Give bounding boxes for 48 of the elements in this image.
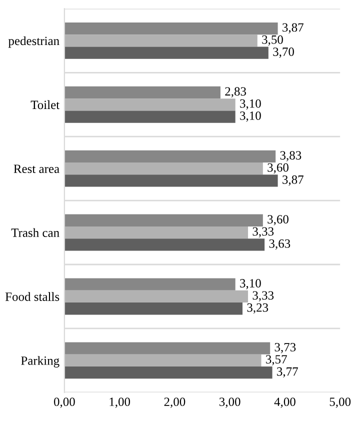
data-label: 3,83 bbox=[280, 151, 302, 162]
data-label: 3,57 bbox=[266, 355, 287, 366]
x-tick-label: 5,00 bbox=[330, 398, 351, 408]
y-tick-label: Parking bbox=[21, 356, 60, 368]
data-label: 3,77 bbox=[277, 367, 298, 378]
bar bbox=[64, 98, 236, 111]
bar bbox=[64, 174, 278, 187]
x-tick-label: 0,00 bbox=[54, 398, 75, 408]
bar bbox=[64, 162, 263, 175]
data-label: 3,10 bbox=[240, 99, 261, 110]
bar bbox=[64, 342, 270, 354]
x-tick-label: 1,00 bbox=[110, 398, 130, 408]
data-label: 3,70 bbox=[273, 48, 294, 58]
bar bbox=[64, 150, 276, 163]
bar bbox=[64, 110, 236, 123]
bar bbox=[64, 22, 278, 35]
data-label: 3,73 bbox=[274, 343, 296, 354]
bar bbox=[64, 86, 220, 99]
bar bbox=[64, 290, 248, 303]
bar bbox=[64, 302, 243, 315]
data-label: 3,50 bbox=[262, 35, 283, 46]
bar bbox=[64, 214, 263, 226]
y-tick-label: Toilet bbox=[30, 100, 60, 110]
bar bbox=[64, 278, 236, 290]
data-label: 3,33 bbox=[252, 291, 274, 302]
data-label: 3,23 bbox=[247, 303, 268, 314]
x-tick-label: 4,00 bbox=[274, 398, 296, 408]
bar bbox=[64, 46, 268, 59]
data-label: 3,87 bbox=[282, 175, 304, 186]
x-tick-label: 2,00 bbox=[164, 398, 186, 408]
y-tick-label: Food stalls bbox=[5, 292, 60, 301]
bar bbox=[64, 238, 265, 251]
y-tick-label: Rest area bbox=[14, 164, 60, 174]
data-label: 3,10 bbox=[240, 111, 261, 122]
x-tick-label: 3,00 bbox=[219, 398, 240, 408]
data-label: 3,87 bbox=[282, 23, 304, 34]
bar bbox=[64, 34, 258, 47]
y-tick-label: Trash can bbox=[11, 228, 60, 237]
y-tick-label: pedestrian bbox=[8, 36, 60, 48]
bar bbox=[64, 366, 272, 379]
data-label: 3,60 bbox=[268, 215, 288, 226]
bar bbox=[64, 226, 248, 239]
data-label: 3,33 bbox=[252, 227, 274, 238]
data-label: 2,83 bbox=[225, 87, 246, 98]
data-label: 3,10 bbox=[240, 279, 261, 290]
data-label: 3,63 bbox=[269, 239, 290, 250]
data-label: 3,60 bbox=[268, 163, 288, 174]
bar bbox=[64, 354, 262, 366]
